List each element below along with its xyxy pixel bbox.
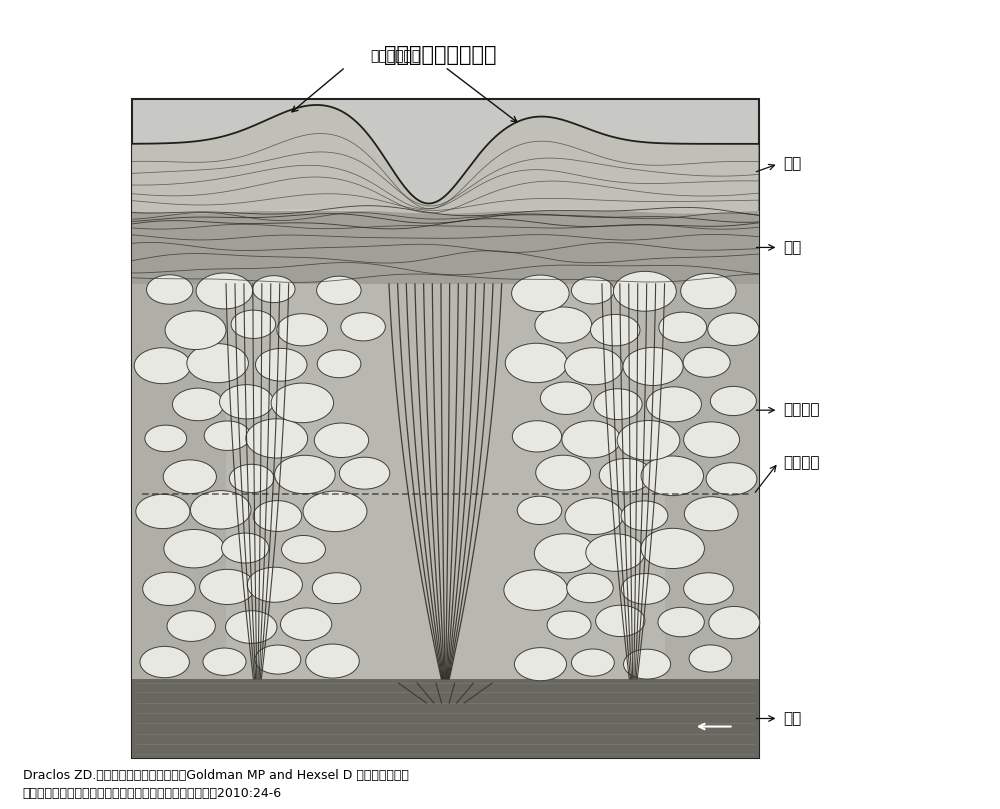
Ellipse shape [594,389,642,420]
Ellipse shape [710,387,756,416]
Ellipse shape [231,310,276,338]
Ellipse shape [204,421,251,451]
Ellipse shape [540,382,592,414]
Ellipse shape [172,388,224,421]
Ellipse shape [504,570,568,610]
Ellipse shape [621,574,670,604]
Ellipse shape [312,573,361,604]
Ellipse shape [708,313,759,345]
Text: 脂肪细胞: 脂肪细胞 [783,403,820,417]
Ellipse shape [512,421,562,452]
Ellipse shape [621,501,668,531]
Ellipse shape [280,608,332,641]
Ellipse shape [145,426,187,451]
Ellipse shape [222,533,269,563]
Ellipse shape [203,648,246,676]
Ellipse shape [512,275,569,311]
Ellipse shape [514,648,567,680]
Ellipse shape [681,273,736,308]
Ellipse shape [567,573,613,603]
Ellipse shape [190,490,251,529]
Text: Draclos ZD.橘皮组织病理生理学。见：Goldman MP and Hexsel D 编辑的《橘皮组: Draclos ZD.橘皮组织病理生理学。见：Goldman MP and He… [23,769,409,782]
Ellipse shape [684,497,738,531]
Ellipse shape [534,534,596,573]
Ellipse shape [187,344,248,383]
Ellipse shape [164,529,224,568]
Ellipse shape [623,347,683,386]
Ellipse shape [659,312,707,342]
Ellipse shape [517,496,562,524]
Ellipse shape [684,421,740,457]
Bar [132,284,226,679]
Ellipse shape [140,646,189,678]
Text: 表皮: 表皮 [783,156,802,172]
Ellipse shape [613,271,676,311]
Ellipse shape [200,570,255,604]
Ellipse shape [709,607,760,639]
Ellipse shape [317,276,361,304]
Ellipse shape [706,463,757,495]
Ellipse shape [314,423,369,458]
Ellipse shape [505,343,567,383]
Ellipse shape [165,311,226,349]
Ellipse shape [641,456,703,496]
Text: 橘皮组织的解剖结构: 橘皮组织的解剖结构 [384,45,497,65]
Ellipse shape [317,350,361,378]
Text: 橘皮组织凹坑: 橘皮组织凹坑 [370,49,420,63]
Ellipse shape [586,534,645,571]
Text: 真皮: 真皮 [783,240,802,255]
Ellipse shape [253,276,295,303]
Ellipse shape [196,273,253,309]
Ellipse shape [143,572,195,605]
Ellipse shape [136,494,190,528]
Ellipse shape [596,605,645,637]
Bar [132,211,759,284]
Ellipse shape [271,383,334,422]
Ellipse shape [641,528,704,569]
Ellipse shape [134,348,191,383]
Ellipse shape [229,464,274,493]
Ellipse shape [658,608,704,637]
Ellipse shape [167,611,215,642]
Ellipse shape [617,421,680,460]
Text: 织：病例生理学和治疗》第二版，纽约，期刊全文数据库：2010:24-6: 织：病例生理学和治疗》第二版，纽约，期刊全文数据库：2010:24-6 [23,787,282,800]
Ellipse shape [565,498,623,535]
Ellipse shape [684,573,733,604]
Ellipse shape [277,314,328,345]
Ellipse shape [246,419,308,458]
Ellipse shape [253,501,302,532]
Ellipse shape [163,460,216,493]
Ellipse shape [683,347,730,377]
Bar [665,284,759,679]
Ellipse shape [226,611,277,643]
Ellipse shape [565,348,623,385]
Ellipse shape [339,457,390,489]
Ellipse shape [590,315,640,345]
Ellipse shape [255,349,307,381]
Ellipse shape [536,455,591,490]
Ellipse shape [562,421,620,458]
Ellipse shape [220,384,273,419]
Bar [132,100,759,758]
Ellipse shape [341,312,385,341]
Ellipse shape [255,645,301,674]
Ellipse shape [689,645,732,672]
Ellipse shape [247,567,302,602]
Ellipse shape [624,649,671,679]
Ellipse shape [547,611,591,639]
Bar [132,679,759,758]
Ellipse shape [303,491,367,532]
Ellipse shape [147,275,193,304]
Ellipse shape [571,649,614,676]
Bar [132,284,759,679]
Ellipse shape [599,459,652,492]
Text: 肌肉: 肌肉 [783,711,802,726]
Ellipse shape [306,644,359,678]
Ellipse shape [282,536,325,563]
Ellipse shape [646,387,701,421]
Ellipse shape [535,307,592,343]
Ellipse shape [275,455,335,493]
Ellipse shape [571,277,614,304]
Text: 胶原隔膜: 胶原隔膜 [783,455,820,470]
